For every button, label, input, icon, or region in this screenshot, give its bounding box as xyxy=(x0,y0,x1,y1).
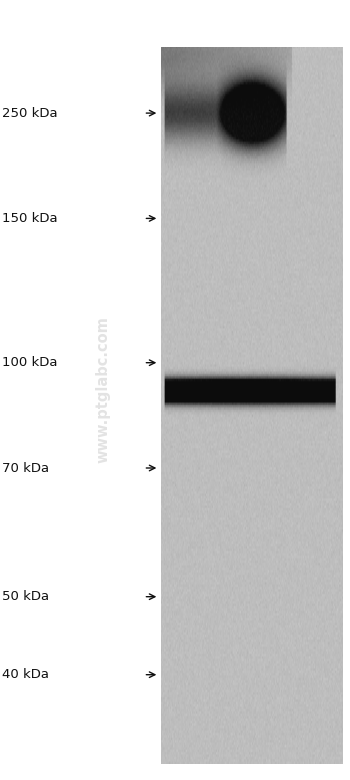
Text: 50 kDa: 50 kDa xyxy=(2,590,49,603)
Text: 150 kDa: 150 kDa xyxy=(2,212,57,225)
Text: 40 kDa: 40 kDa xyxy=(2,668,49,681)
Text: www.ptglabc.com: www.ptglabc.com xyxy=(96,317,111,463)
Text: 100 kDa: 100 kDa xyxy=(2,356,57,369)
Text: 250 kDa: 250 kDa xyxy=(2,107,57,119)
Text: 70 kDa: 70 kDa xyxy=(2,462,49,474)
